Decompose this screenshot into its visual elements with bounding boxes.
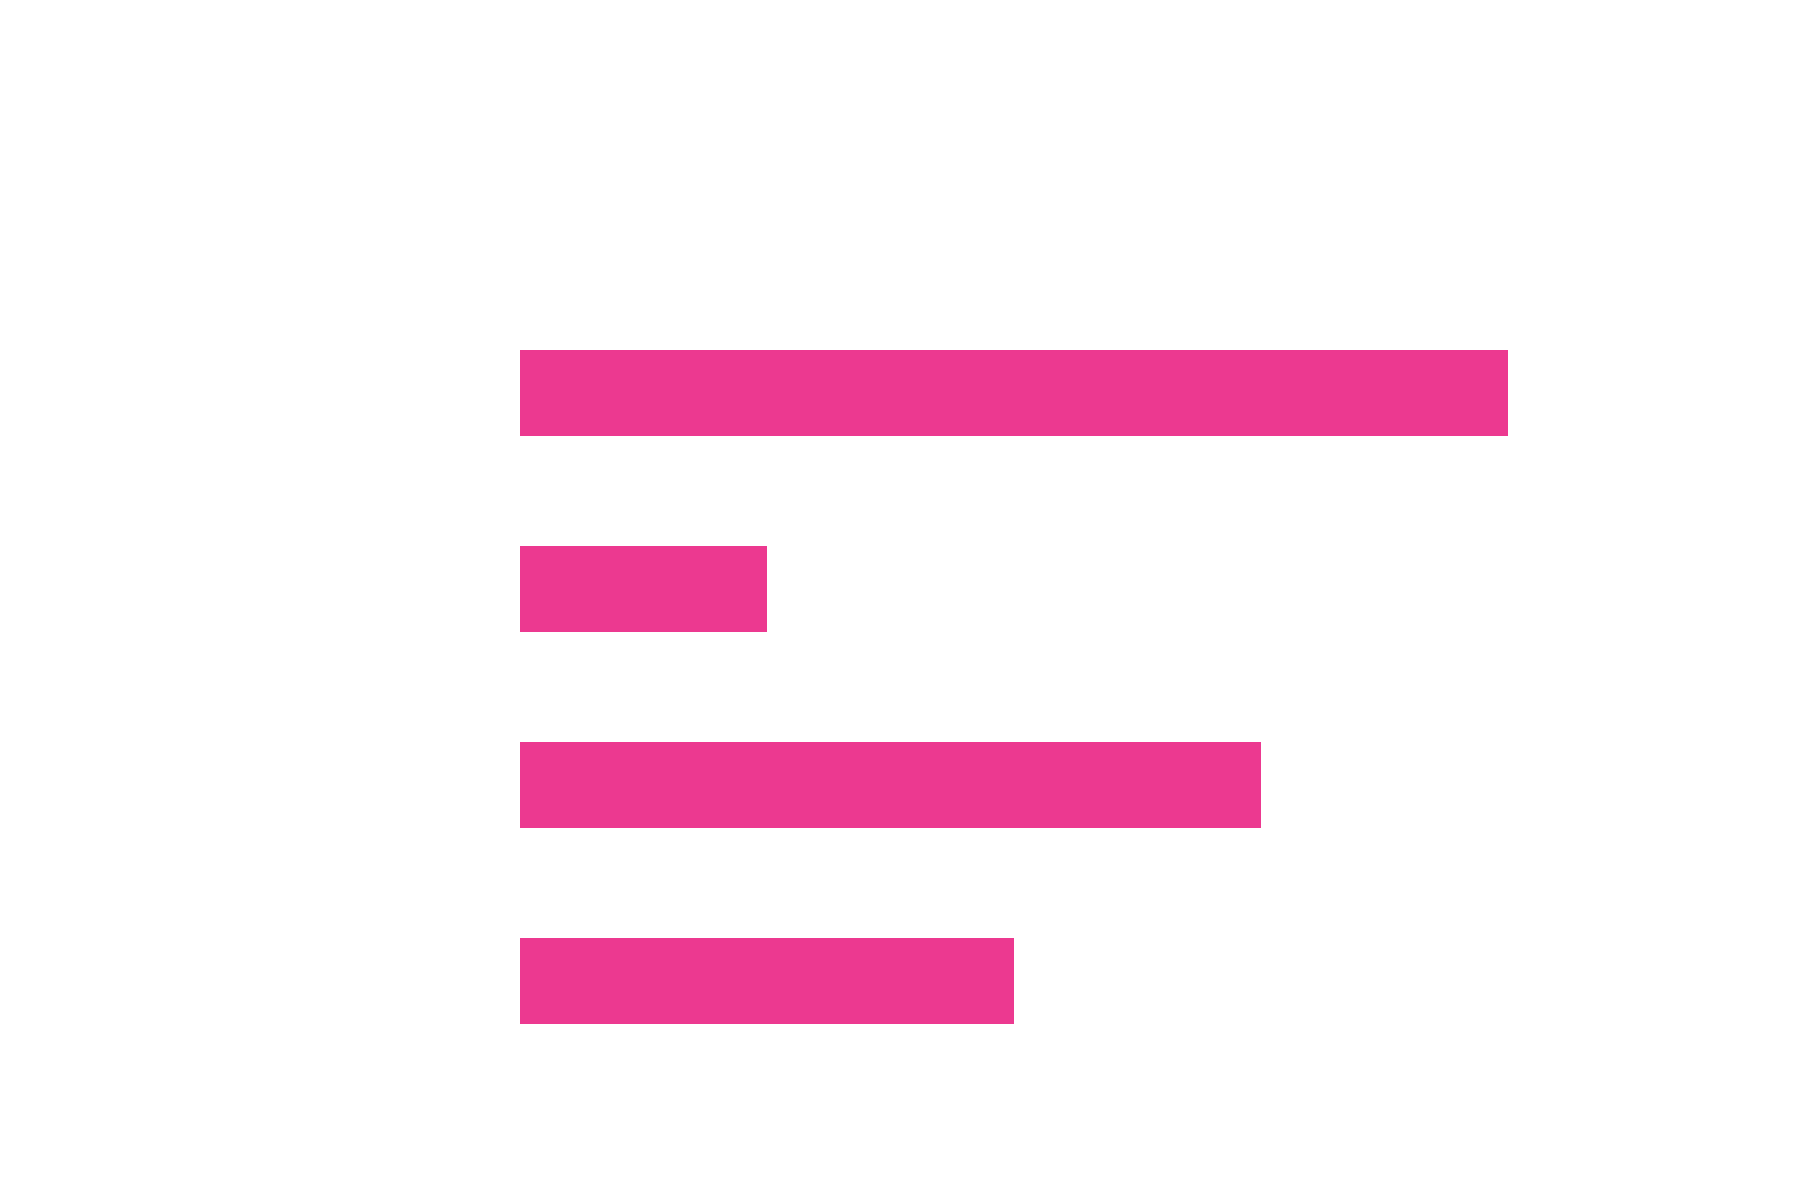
- bar-group: [520, 350, 1508, 1024]
- bar-4: [520, 938, 1014, 1024]
- bar-2: [520, 546, 767, 632]
- bar-3: [520, 742, 1261, 828]
- bar-1: [520, 350, 1508, 436]
